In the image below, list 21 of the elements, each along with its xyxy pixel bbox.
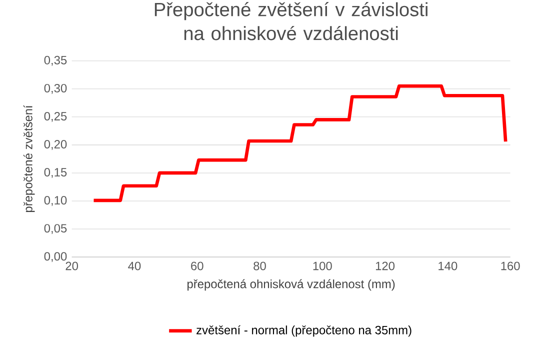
legend-label: zvětšení - normal (přepočteno na 35mm) bbox=[196, 325, 412, 337]
x-tick-label: 160 bbox=[501, 262, 520, 270]
x-axis-title: přepočtená ohnisková vzdálenost (mm) bbox=[187, 279, 395, 291]
x-tick-label: 80 bbox=[254, 262, 266, 270]
y-tick-label: 0,20 bbox=[44, 140, 67, 150]
y-axis-title: přepočtené zvětšení bbox=[23, 105, 35, 212]
line-series bbox=[92, 84, 508, 202]
x-tick-label: 60 bbox=[191, 262, 204, 270]
x-tick-label: 140 bbox=[438, 262, 458, 270]
y-tick-label: 0,15 bbox=[44, 168, 67, 178]
y-tick-label: 0,25 bbox=[44, 112, 67, 122]
x-tick-label: 120 bbox=[376, 262, 395, 270]
chart-title: Přepočtené zvětšení v závislosti na ohniskové vzdálenosti bbox=[154, 2, 428, 40]
y-tick-label: 0,30 bbox=[44, 84, 67, 94]
x-tick-label: 40 bbox=[128, 262, 141, 270]
x-tick-label: 20 bbox=[66, 262, 78, 270]
y-tick-label: 0,00 bbox=[44, 252, 67, 262]
y-tick-label: 0,35 bbox=[44, 56, 67, 66]
x-tick-label: 100 bbox=[313, 262, 332, 270]
y-tick-label: 0,05 bbox=[44, 224, 67, 234]
y-tick-label: 0,10 bbox=[44, 196, 67, 206]
